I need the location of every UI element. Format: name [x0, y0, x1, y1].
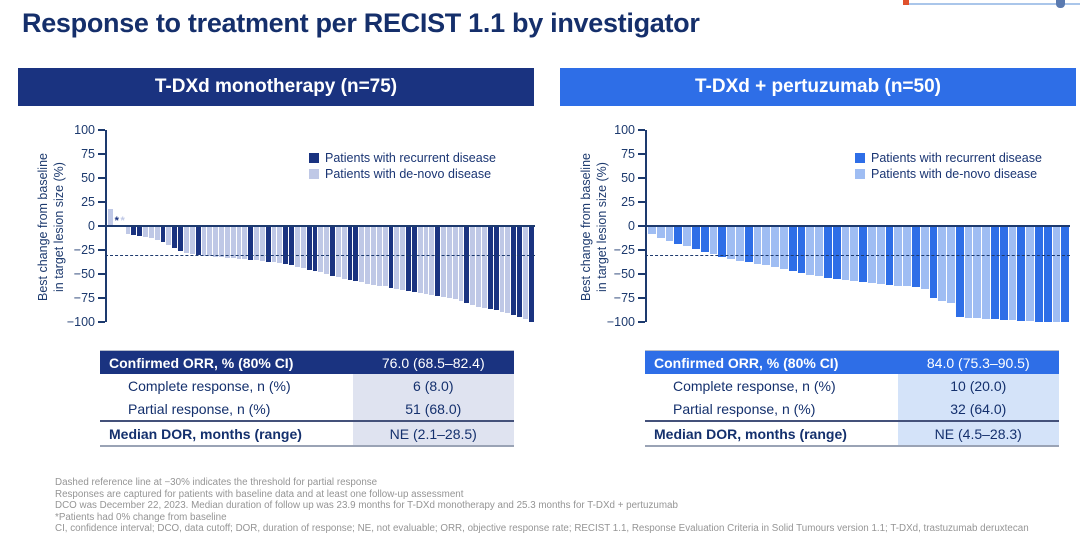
logo-orange-fragment	[903, 0, 909, 5]
table-row-median-dor: Median DOR, months (range) NE (2.1–28.5)	[100, 420, 514, 445]
footnote-line: Dashed reference line at −30% indicates …	[55, 477, 378, 488]
footnotes: Dashed reference line at −30% indicates …	[55, 477, 1029, 535]
response-table-monotherapy: Confirmed ORR, % (80% CI) 76.0 (68.5–82.…	[100, 350, 514, 447]
response-table-pertuzumab: Confirmed ORR, % (80% CI) 84.0 (75.3–90.…	[645, 350, 1059, 447]
waterfall-chart-monotherapy: 100 75 50 25 0 −25 −50 −75 −100 * *	[67, 123, 535, 329]
footnote-line: Responses are captured for patients with…	[55, 488, 464, 500]
row-value: 51 (68.0)	[352, 397, 514, 420]
legend-monotherapy: Patients with recurrent disease Patients…	[309, 150, 496, 182]
row-value: 6 (8.0)	[352, 374, 514, 397]
row-label: Median DOR, months (range)	[654, 425, 847, 442]
row-value: 76.0 (68.5–82.4)	[381, 354, 485, 371]
table-row-median-dor: Median DOR, months (range) NE (4.5–28.3)	[645, 420, 1059, 445]
table-row-orr: Confirmed ORR, % (80% CI) 84.0 (75.3–90.…	[645, 351, 1059, 374]
legend-swatch-recurrent	[309, 153, 319, 163]
logo-glyph-fragment	[1056, 0, 1065, 8]
row-value: NE (2.1–28.5)	[352, 422, 514, 445]
footnote-line: *Patients had 0% change from baseline	[55, 511, 227, 523]
legend-item-recurrent: Patients with recurrent disease	[855, 150, 1042, 166]
panel-header-monotherapy: T-DXd monotherapy (n=75)	[18, 68, 534, 106]
waterfall-chart-pertuzumab: 100 75 50 25 0 −25 −50 −75 −100	[607, 123, 1070, 329]
legend-swatch-denovo	[309, 169, 319, 179]
legend-item-denovo: Patients with de-novo disease	[309, 166, 496, 182]
legend-swatch-denovo	[855, 169, 865, 179]
row-value: NE (4.5–28.3)	[897, 422, 1059, 445]
legend-pertuzumab: Patients with recurrent disease Patients…	[855, 150, 1042, 182]
table-row-partial-response: Partial response, n (%) 51 (68.0)	[100, 397, 514, 420]
legend-label-recurrent: Patients with recurrent disease	[325, 151, 496, 165]
legend-swatch-recurrent	[855, 153, 865, 163]
table-row-partial-response: Partial response, n (%) 32 (64.0)	[645, 397, 1059, 420]
legend-label-denovo: Patients with de-novo disease	[325, 167, 492, 181]
row-label: Complete response, n (%)	[128, 377, 291, 394]
row-label: Confirmed ORR, % (80% CI)	[109, 354, 294, 371]
row-label: Partial response, n (%)	[128, 400, 271, 417]
page-title: Response to treatment per RECIST 1.1 by …	[22, 8, 700, 38]
legend-item-recurrent: Patients with recurrent disease	[309, 150, 496, 166]
row-value: 32 (64.0)	[897, 397, 1059, 420]
row-value: 10 (20.0)	[897, 374, 1059, 397]
footnote-line: CI, confidence interval; DCO, data cutof…	[55, 523, 1029, 535]
legend-label-recurrent: Patients with recurrent disease	[871, 151, 1042, 165]
legend-label-denovo: Patients with de-novo disease	[871, 167, 1038, 181]
row-label: Partial response, n (%)	[673, 400, 816, 417]
row-label: Confirmed ORR, % (80% CI)	[654, 354, 839, 371]
row-label: Median DOR, months (range)	[109, 425, 302, 442]
table-row-complete-response: Complete response, n (%) 6 (8.0)	[100, 374, 514, 397]
legend-item-denovo: Patients with de-novo disease	[855, 166, 1042, 182]
row-value: 84.0 (75.3–90.5)	[926, 354, 1030, 371]
logo-underline-fragment	[909, 3, 1080, 5]
footnote-line: DCO was December 22, 2023. Median durati…	[55, 500, 678, 512]
y-axis-label-line1: Best change from baseline	[579, 153, 593, 302]
table-row-complete-response: Complete response, n (%) 10 (20.0)	[645, 374, 1059, 397]
y-axis-label-line1: Best change from baseline	[36, 153, 50, 302]
panel-header-pertuzumab: T-DXd + pertuzumab (n=50)	[560, 68, 1076, 106]
row-label: Complete response, n (%)	[673, 377, 836, 394]
table-row-orr: Confirmed ORR, % (80% CI) 76.0 (68.5–82.…	[100, 351, 514, 374]
